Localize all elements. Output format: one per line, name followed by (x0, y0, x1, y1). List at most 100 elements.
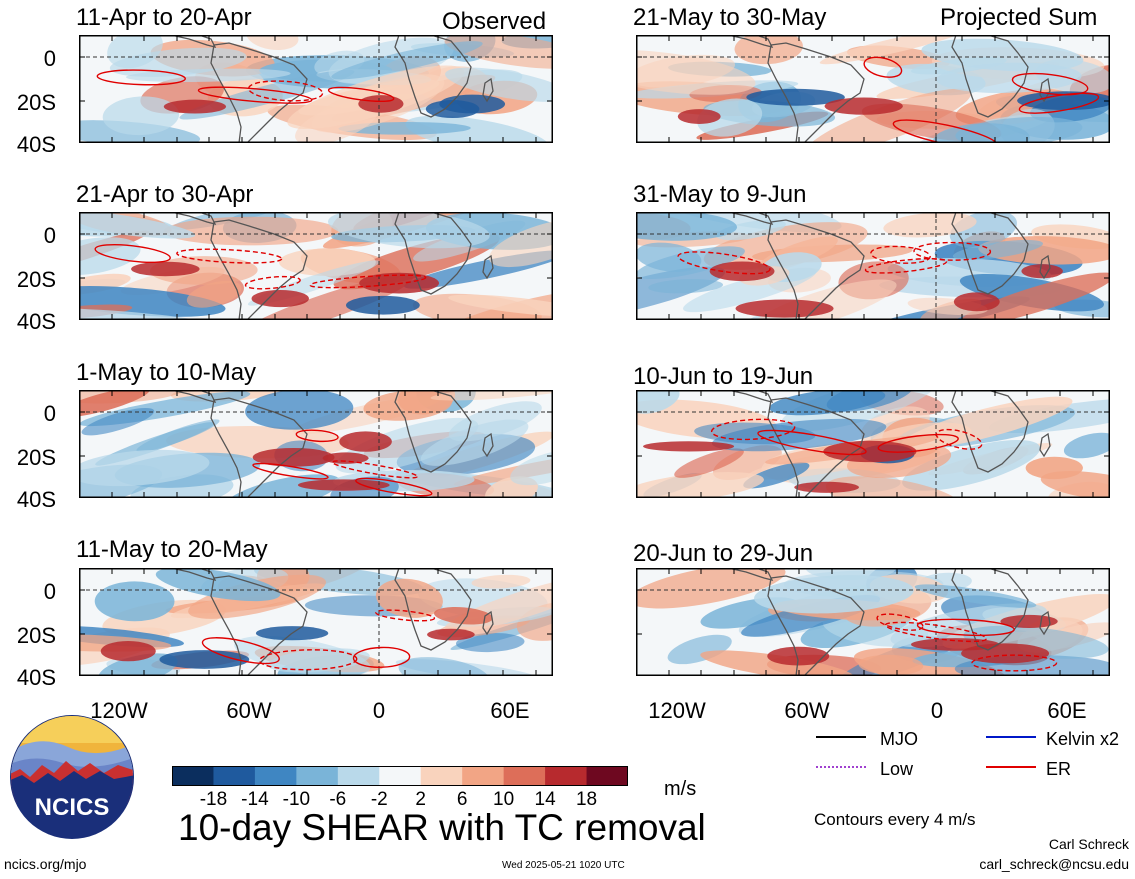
shear-core (358, 95, 404, 113)
y-tick-label: 0 (43, 401, 56, 426)
coastline (951, 35, 1029, 118)
x-tick-label: 60W (784, 698, 830, 723)
coastline (210, 219, 308, 320)
shear-blob (434, 606, 493, 625)
legend-line (816, 766, 866, 768)
coastline (767, 42, 865, 143)
shear-blob (510, 450, 553, 486)
shear-blob (331, 41, 483, 80)
shear-blob (636, 242, 702, 272)
er-contour (375, 609, 436, 622)
shear-core (953, 292, 1000, 312)
shear-core (163, 99, 227, 114)
y-tick-label: 20S (16, 445, 56, 470)
shear-map (636, 568, 1110, 676)
er-contour (247, 80, 324, 102)
shear-blob (136, 419, 220, 452)
shear-blob (163, 216, 339, 246)
shear-blob (900, 396, 1073, 450)
shear-blob (94, 581, 175, 622)
er-contour (201, 637, 280, 665)
shear-blob (186, 280, 242, 308)
er-contour (870, 245, 931, 264)
shear-blob (79, 308, 216, 320)
shear-blob (234, 635, 371, 676)
coastline (727, 35, 774, 48)
footer-timestamp: Wed 2025-05-21 1020 UTC (502, 860, 625, 871)
shear-blob (335, 417, 479, 474)
coastline (482, 432, 494, 458)
coastline (1039, 254, 1051, 280)
shear-core (251, 290, 309, 308)
er-contour (877, 433, 959, 453)
x-tick-label: 60W (226, 698, 272, 723)
colorbar-label: 10 (493, 789, 515, 810)
shear-blob (236, 275, 413, 320)
shear-core (297, 479, 390, 491)
shear-map (79, 212, 553, 320)
shear-core (159, 650, 250, 669)
legend-line (986, 736, 1036, 738)
contour-note: Contours every 4 m/s (814, 810, 976, 829)
shear-blob (858, 654, 924, 676)
shear-map (636, 212, 1110, 320)
shear-blob (448, 401, 542, 442)
colorbar-border (172, 766, 628, 786)
panel-frame (79, 35, 553, 143)
panel-title: 21-May to 30-May (633, 4, 827, 31)
y-tick-label: 40S (16, 132, 56, 157)
coastline (727, 568, 774, 581)
shear-blob (819, 35, 967, 65)
colorbar-label: -6 (329, 789, 347, 810)
shear-blob (471, 574, 531, 589)
panel-frame (636, 390, 1110, 498)
shear-map (636, 390, 1110, 498)
er-contour (935, 428, 983, 450)
colorbar-units: m/s (664, 778, 697, 800)
coastline (951, 212, 1029, 295)
x-tick-label: 120W (90, 698, 148, 723)
colorbar-label: -2 (370, 789, 388, 810)
colorbar-label: 2 (415, 789, 426, 810)
y-tick-label: 40S (16, 487, 56, 512)
er-contour (252, 462, 329, 480)
shear-blob (448, 294, 553, 317)
colorbar-swatch (462, 766, 505, 786)
shear-core (1000, 614, 1058, 628)
er-contour (892, 119, 999, 143)
shear-core (643, 441, 735, 452)
er-contour (757, 429, 867, 456)
colorbar-label: 18 (575, 789, 598, 810)
shear-core (252, 447, 335, 467)
shear-blob (734, 35, 803, 65)
shear-blob (697, 98, 763, 137)
shear-blob (890, 603, 1048, 648)
legend-label: MJO (880, 729, 918, 749)
coastline (767, 219, 865, 320)
shear-blob (375, 578, 443, 618)
coastline (394, 35, 472, 118)
y-tick-label: 20S (16, 267, 56, 292)
ncics-logo: NCICS (10, 715, 134, 839)
y-tick-label: 20S (16, 90, 56, 115)
shear-core (427, 628, 475, 641)
y-tick-label: 0 (43, 579, 56, 604)
footer-url: ncics.org/mjo (4, 856, 87, 872)
panel-title: 1-May to 10-May (76, 359, 257, 386)
colorbar-swatch (379, 766, 422, 786)
er-contour (352, 646, 411, 668)
colorbar-swatch (213, 766, 256, 786)
coastline (767, 575, 865, 676)
shear-blob (430, 390, 553, 401)
er-contour (355, 477, 433, 497)
panel-title: 11-Apr to 20-Apr (76, 4, 252, 31)
shear-blob (902, 439, 1041, 491)
shear-core (339, 431, 392, 452)
shear-blob (79, 237, 141, 276)
shear-blob (488, 218, 553, 268)
y-tick-label: 40S (16, 665, 56, 690)
colorbar-swatch (337, 766, 380, 786)
colorbar-label: -10 (282, 789, 311, 810)
coastline (727, 212, 774, 225)
coastline (170, 35, 217, 48)
